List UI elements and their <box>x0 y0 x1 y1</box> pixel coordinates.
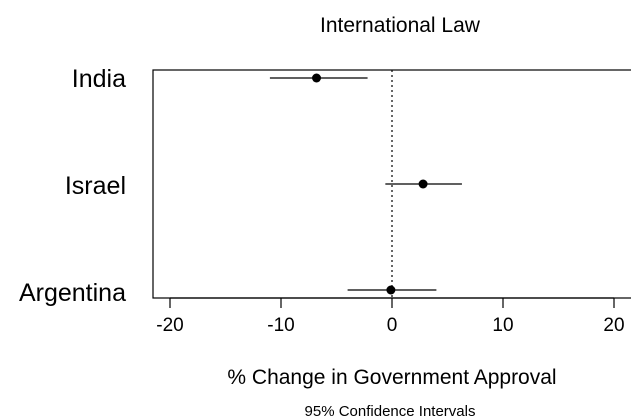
x-axis-ticks: -20 -10 0 10 20 <box>156 298 625 336</box>
chart-title: International Law <box>320 14 481 37</box>
category-label-israel: Israel <box>65 172 126 200</box>
x-tick-label: 20 <box>603 315 624 336</box>
category-label-argentina: Argentina <box>19 279 126 307</box>
x-tick-label: 10 <box>492 315 513 336</box>
x-axis-label: % Change in Government Approval <box>227 366 556 389</box>
point-estimate <box>312 73 322 83</box>
point-estimate <box>386 285 396 295</box>
category-label-india: India <box>72 65 126 93</box>
estimate-marks <box>269 73 462 295</box>
x-tick-label: -20 <box>156 315 183 336</box>
x-tick-label: -10 <box>267 315 294 336</box>
point-estimate <box>418 179 428 189</box>
confidence-interval-note: 95% Confidence Intervals <box>305 403 476 420</box>
x-tick-label: 0 <box>387 315 398 336</box>
